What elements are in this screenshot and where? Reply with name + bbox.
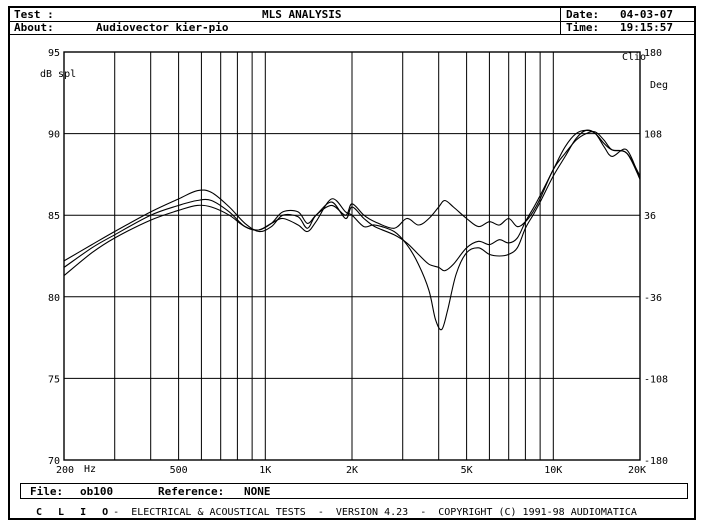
- y2-tick-label: -108: [644, 374, 668, 385]
- header-separator: [560, 8, 561, 35]
- time-label: Time:: [566, 21, 600, 34]
- header-bottom-divider: [10, 34, 694, 35]
- y2-tick-label: 108: [644, 130, 662, 141]
- corner-label: Clio: [622, 52, 647, 63]
- credits-line: C L I O- ELECTRICAL & ACOUSTICAL TESTS -…: [36, 507, 637, 518]
- x-tick-label: 500: [170, 465, 188, 476]
- file-info-bar: [20, 483, 688, 499]
- x-tick-label: 1K: [259, 465, 271, 476]
- y2-axis-label: Deg: [650, 80, 669, 91]
- y-axis-label: dB spl: [40, 70, 76, 80]
- x-tick-label: 20K: [628, 465, 646, 476]
- reference-label: Reference:: [158, 485, 225, 498]
- x-tick-label: 200: [56, 465, 74, 476]
- chart-traces: [63, 129, 641, 331]
- y-tick-label: 90: [48, 130, 60, 141]
- y2-tick-label: 180: [644, 48, 662, 59]
- y-tick-label: 85: [48, 211, 60, 222]
- series-line-3: [63, 129, 641, 331]
- y2-tick-label: -180: [644, 456, 668, 467]
- series-line-2: [63, 129, 641, 272]
- page-title: MLS ANALYSIS: [262, 8, 342, 21]
- y2-tick-label: -36: [644, 293, 662, 304]
- y-tick-label: 95: [48, 48, 60, 59]
- series-line-1: [63, 131, 641, 262]
- y-tick-label: 80: [48, 293, 60, 304]
- credits-text: - ELECTRICAL & ACOUSTICAL TESTS - VERSIO…: [113, 507, 637, 518]
- about-label: About:: [14, 21, 54, 34]
- x-tick-label: 5K: [461, 465, 473, 476]
- x-axis-unit: Hz: [84, 464, 97, 475]
- y2-tick-label: 36: [644, 211, 656, 222]
- time-value: 19:15:57: [620, 21, 673, 34]
- reference-value: NONE: [244, 485, 271, 498]
- file-value: ob100: [80, 485, 114, 498]
- chart-ticks: 95 90 85 80 75 70 180 108 36 -36 -108 -180 200 500 1K 2…: [48, 48, 668, 476]
- y-tick-label: 70: [48, 456, 60, 467]
- x-tick-label: 2K: [346, 465, 358, 476]
- date-label: Date:: [566, 8, 600, 21]
- x-tick-label: 10K: [544, 465, 562, 476]
- chart-grid: [63, 51, 641, 461]
- file-label: File:: [30, 485, 64, 498]
- y-tick-label: 75: [48, 374, 60, 385]
- about-value: Audiovector kier-pio: [96, 21, 229, 34]
- test-label: Test :: [14, 8, 54, 21]
- date-value: 04-03-07: [620, 8, 673, 21]
- clio-brand: C L I O: [36, 507, 114, 518]
- header-divider: [10, 21, 694, 22]
